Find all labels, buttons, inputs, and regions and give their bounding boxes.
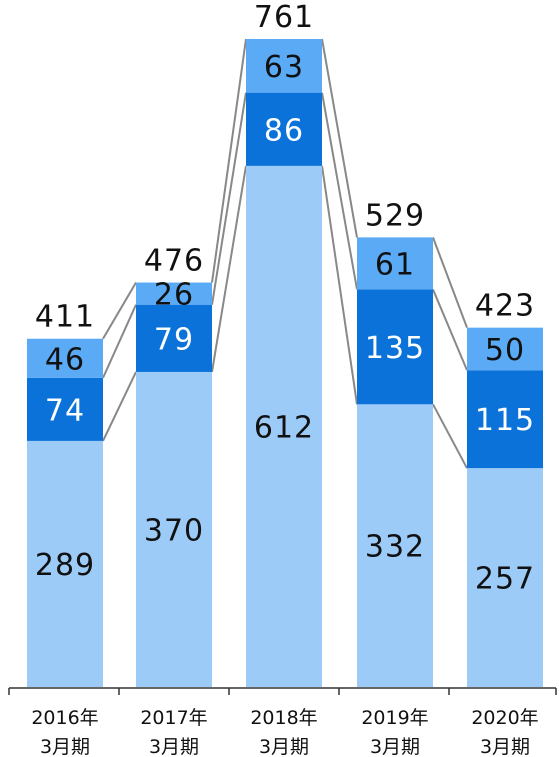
category-label: 3月期 [40,736,90,757]
data-label: 332 [365,530,425,565]
category-label: 3月期 [370,736,420,757]
bar-segment [136,282,212,305]
category-label: 3月期 [480,736,530,757]
connector-line [102,282,137,340]
connector-lines [102,38,468,469]
data-label: 79 [154,322,194,357]
bar-segment [357,289,433,405]
bar-segment [27,440,103,687]
connector-line [211,38,247,283]
bar-segment [246,92,322,166]
bar-stacks [27,39,543,687]
total-labels: 411 476 761 529 423 [35,0,535,335]
total-label: 423 [475,289,535,324]
total-label: 476 [144,244,204,279]
bar-segment [246,39,322,93]
category-label: 3月期 [259,736,309,757]
connector-line [321,165,358,405]
connector-line [321,38,358,238]
data-label: 86 [264,113,304,148]
bar-segment [246,165,322,687]
bar-segment [136,371,212,687]
connector-line [211,92,247,305]
connector-line [102,371,137,442]
bar-segment [467,370,543,469]
bar-segment [27,377,103,441]
connector-line [432,403,468,469]
data-label: 26 [154,278,194,313]
x-axis [8,687,557,695]
category-label: 2017年 [140,707,207,729]
connector-line [321,92,358,290]
bar-segment [467,468,543,687]
bar-segment [467,327,543,371]
data-label: 370 [144,513,204,548]
data-label: 135 [365,331,425,366]
category-label: 2018年 [250,707,317,729]
category-label: 2016年 [31,707,98,729]
connector-line [102,304,137,379]
total-label: 761 [254,0,314,35]
category-label: 2020年 [471,707,538,729]
data-label: 61 [375,247,415,282]
category-label: 2019年 [361,707,428,729]
data-label: 46 [45,342,85,377]
connector-line [211,165,247,373]
category-labels: 2016年 3月期 2017年 3月期 2018年 3月期 2019年 3月期 2020年 3月期 [31,707,538,757]
connector-line [432,288,468,371]
segment-labels: 289 370 612 332 257 74 79 86 135 115 46 26 63 61 50 [35,50,535,597]
category-label: 3月期 [149,736,199,757]
bar-segment [357,237,433,290]
total-label: 529 [365,198,425,233]
data-label: 289 [35,548,95,583]
bar-segment [357,404,433,687]
total-label: 411 [35,300,95,335]
data-label: 257 [475,562,535,597]
bar-segment [27,338,103,378]
connector-line [432,237,468,329]
bar-segment [136,304,212,372]
data-label: 115 [475,403,535,438]
data-label: 74 [45,393,85,428]
data-label: 612 [254,410,314,445]
data-label: 63 [264,50,304,85]
data-label: 50 [485,333,525,368]
